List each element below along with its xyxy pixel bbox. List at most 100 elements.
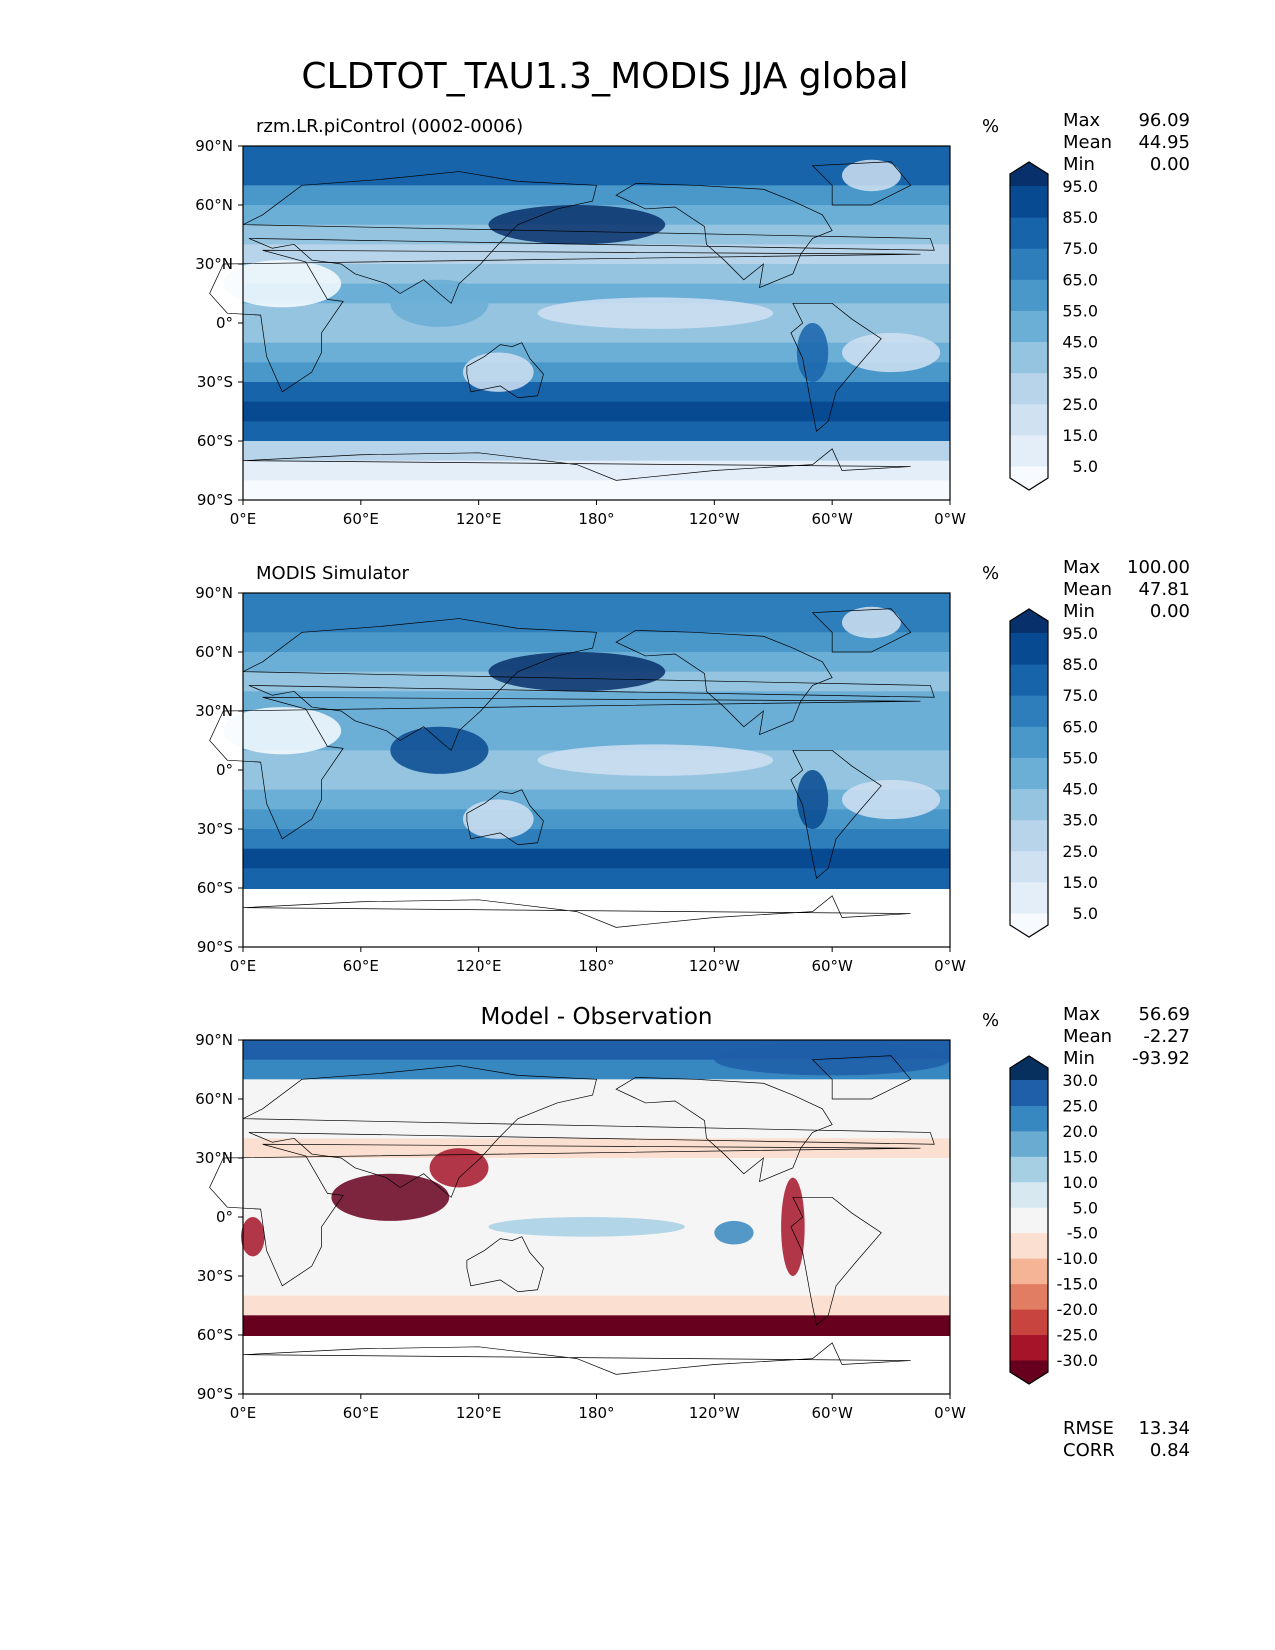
colorbar-label: 20.0 [1062, 1122, 1098, 1141]
stat-label: CORR [1063, 1440, 1115, 1461]
colorbar-label: 95.0 [1062, 624, 1098, 643]
stat-value: 0.84 [1149, 1440, 1190, 1461]
regional-feature [714, 1220, 754, 1245]
colorbar-label: -30.0 [1057, 1351, 1098, 1370]
zonal-band [243, 848, 950, 870]
map-chart-svg: 0°E 60°E 120°E 180° 120°W 60°W 0°W 90°N 60°N 30°N… [195, 584, 1098, 975]
zonal-band [243, 593, 950, 614]
stat-row: Min 0.00 [1063, 601, 1190, 623]
zonal-band [243, 1276, 950, 1297]
coastline [466, 1236, 544, 1293]
zonal-band [243, 789, 950, 811]
regional-feature [223, 707, 342, 755]
y-tick-label: 90°S [197, 491, 233, 509]
stats-box: Max 56.69 Mean -2.27 Min -93.92 [1063, 1004, 1190, 1070]
units-label: % [982, 116, 1000, 137]
coastline [242, 895, 911, 928]
stats-box: Max 96.09 Mean 44.95 Min 0.00 [1063, 110, 1190, 176]
colorbar-label: 65.0 [1062, 717, 1098, 736]
x-tick-label: 0°W [934, 510, 966, 528]
stat-value: 0.00 [1149, 154, 1190, 175]
zonal-band [243, 829, 950, 850]
zonal-band [243, 362, 950, 383]
colorbar-segment [1010, 248, 1048, 280]
y-tick-label: 60°S [197, 1326, 233, 1344]
stat-row: CORR 0.84 [1063, 1440, 1190, 1462]
zonal-band [243, 460, 950, 482]
colorbar-label: 25.0 [1062, 395, 1098, 414]
y-tick-label: 90°S [197, 938, 233, 956]
regional-feature [390, 726, 489, 774]
stat-value: 0.00 [1149, 601, 1190, 622]
colorbar-label: 85.0 [1062, 655, 1098, 674]
regional-feature [841, 332, 941, 373]
figure-title: CLDTOT_TAU1.3_MODIS JJA global [301, 56, 909, 97]
colorbar-label: 15.0 [1062, 1147, 1098, 1166]
coastline [242, 618, 935, 751]
colorbar-segment [1010, 310, 1048, 343]
coastline [466, 342, 544, 399]
regional-feature [796, 323, 829, 382]
colorbar-label: 25.0 [1062, 842, 1098, 861]
regional-feature [537, 297, 774, 329]
colorbar-extend-max [1010, 609, 1048, 633]
x-tick-label: 120°E [456, 957, 502, 975]
colorbar-label: 5.0 [1073, 457, 1098, 476]
coastline [811, 1055, 912, 1100]
colorbar-segment [1010, 726, 1048, 758]
stat-value: 44.95 [1138, 132, 1190, 153]
stat-label: Mean [1063, 1026, 1113, 1047]
x-tick-label: 0°E [230, 957, 257, 975]
colorbar-segment [1010, 1130, 1048, 1157]
regional-feature [462, 352, 534, 392]
zonal-band [243, 691, 950, 712]
colorbar-label: 45.0 [1062, 780, 1098, 799]
stat-label: RMSE [1063, 1418, 1114, 1439]
colorbar-label: 55.0 [1062, 748, 1098, 767]
colorbar-segment [1010, 434, 1048, 467]
colorbar-label: 95.0 [1062, 177, 1098, 196]
stats-box: Max 100.00 Mean 47.81 Min 0.00 [1063, 557, 1190, 623]
colorbar-extend-min [1010, 1360, 1048, 1384]
stat-label: Min [1063, 601, 1095, 622]
colorbar-label: -15.0 [1057, 1275, 1098, 1294]
colorbar-label: -10.0 [1057, 1249, 1098, 1268]
colorbar-segment [1010, 341, 1048, 374]
regional-feature [390, 279, 489, 327]
y-tick-label: 30°N [195, 255, 233, 273]
panel-model: rzm.LR.piControl (0002-0006) % 0°E 60°E 12… [0, 110, 1275, 596]
stat-label: Max [1063, 557, 1101, 578]
colorbar-label: -25.0 [1057, 1326, 1098, 1345]
stat-label: Min [1063, 154, 1095, 175]
colorbar-segment [1010, 1334, 1048, 1361]
regional-feature [488, 1217, 685, 1237]
coastline [811, 608, 912, 653]
map-plot-area [209, 1040, 951, 1394]
x-tick-label: 120°E [456, 510, 502, 528]
coastline [466, 789, 544, 846]
zonal-band [243, 1079, 950, 1100]
zonal-band [243, 1295, 950, 1317]
colorbar-segment [1010, 757, 1048, 790]
coastline [242, 1065, 935, 1198]
coastline [790, 749, 882, 879]
stat-label: Mean [1063, 132, 1113, 153]
panel-title: rzm.LR.piControl (0002-0006) [256, 116, 524, 137]
x-tick-label: 120°W [689, 1404, 740, 1422]
stat-value: 100.00 [1127, 557, 1190, 578]
stat-value: 96.09 [1138, 110, 1190, 131]
stat-label: Min [1063, 1048, 1095, 1069]
y-tick-label: 60°S [197, 432, 233, 450]
colorbar-label: -5.0 [1067, 1224, 1098, 1243]
x-tick-label: 180° [578, 957, 614, 975]
x-tick-label: 60°W [811, 1404, 853, 1422]
regional-feature [841, 159, 901, 192]
x-tick-label: 60°E [343, 510, 379, 528]
zonal-band [243, 165, 950, 187]
colorbar-segment [1010, 1080, 1048, 1106]
stat-row: Max 96.09 [1063, 110, 1190, 132]
y-tick-label: 0° [216, 314, 233, 332]
colorbar-segment [1010, 881, 1048, 914]
y-tick-label: 0° [216, 761, 233, 779]
zonal-band [243, 421, 950, 442]
